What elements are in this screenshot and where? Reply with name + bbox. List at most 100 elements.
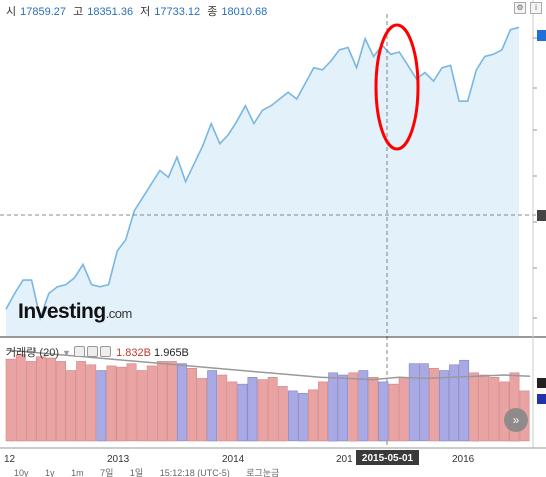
volume-bar (318, 381, 328, 442)
open-label: 시 (6, 6, 17, 18)
volume-bar (116, 366, 127, 442)
volume-value-1: 1.832B (116, 347, 151, 359)
eye-icon[interactable] (74, 346, 86, 357)
price-line (5, 26, 520, 321)
x-tick-label: 12 (4, 454, 16, 465)
volume-bar (197, 378, 208, 442)
volume-bar (378, 381, 389, 442)
volume-bar (217, 374, 228, 442)
investing-logo: Investing.com (18, 300, 132, 324)
volume-bar (398, 377, 409, 442)
low-label: 저 (140, 6, 151, 18)
ohlc-readout: 시 17859.27 고 18351.36 저 17733.12 종 18010.68 (6, 3, 271, 19)
tf-7d[interactable]: 7일 (100, 468, 114, 477)
clock-readout: 15:12:18 (UTC-5) (159, 468, 230, 477)
volume-bar (449, 364, 459, 442)
log-scale-toggle[interactable]: 로그눈금 (246, 468, 280, 477)
price-pane (0, 14, 540, 448)
volume-bar (177, 363, 187, 442)
volume-label: 거래량 (20) (6, 347, 59, 359)
tf-1y[interactable]: 1y (45, 468, 55, 477)
volume-bar (287, 390, 298, 442)
dropdown-icon[interactable]: ▼ (62, 348, 71, 358)
low-value: 17733.12 (154, 6, 201, 18)
volume-bar (15, 354, 26, 442)
volume-bar (187, 367, 197, 442)
x-tick-label: 2014 (222, 454, 245, 465)
axes: 12 2013 2014 201 2016 2015-05-01 (0, 0, 546, 465)
volume-average-line (5, 349, 531, 381)
crosshair-date-badge (356, 450, 419, 465)
volume-value-2: 1.965B (154, 347, 189, 359)
close-value: 18010.68 (221, 6, 268, 18)
volume-bar (136, 370, 147, 442)
chart-info-icon[interactable]: i (530, 2, 542, 14)
volume-bar (86, 364, 97, 442)
x-tick-label: 2013 (107, 454, 130, 465)
volume-bar (277, 386, 288, 442)
volume-bar (156, 361, 167, 442)
crosshair-date-label: 2015-05-01 (362, 453, 414, 464)
crosshair-price-marker (537, 210, 546, 221)
volume-bar (408, 363, 419, 442)
price-area (6, 27, 519, 337)
volume-bar (489, 377, 500, 442)
volume-legend: 거래량 (20) ▼ 1.832B 1.965B (6, 344, 189, 360)
volume-bar (96, 370, 107, 442)
high-label: 고 (73, 6, 84, 18)
volume-bar (459, 359, 470, 442)
volume-bar (338, 374, 349, 442)
last-price-marker (537, 30, 546, 41)
tf-1m[interactable]: 1m (71, 468, 84, 477)
x-tick-label: 201 (336, 454, 353, 465)
volume-bar (76, 361, 87, 442)
volume-bar (348, 372, 359, 442)
close-icon[interactable] (100, 346, 112, 357)
volume-bar (428, 367, 439, 442)
high-value: 18351.36 (87, 6, 134, 18)
volume-bar (56, 361, 66, 442)
volume-bar (358, 370, 369, 442)
volume-bar (297, 392, 308, 442)
volume-bar (418, 363, 429, 442)
volume-bar (509, 372, 520, 442)
volume-bar (166, 361, 177, 442)
timeframe-toolbar: 10y 1y 1m 7일 1일 15:12:18 (UTC-5) 로그눈금 (0, 466, 546, 477)
volume-bar (207, 370, 218, 442)
logo-text: Investing (18, 300, 106, 323)
volume-bar (388, 383, 399, 442)
volume-bar (469, 372, 480, 442)
volume-bar (267, 377, 278, 442)
annotation-circle (374, 23, 420, 151)
settings-icon[interactable] (87, 346, 99, 357)
volume-bar (46, 357, 56, 442)
logo-suffix: .com (105, 306, 133, 321)
tf-10y[interactable]: 10y (14, 468, 29, 477)
volume-bar (25, 361, 36, 442)
volume-bar (126, 363, 137, 442)
volume-bar (247, 377, 258, 442)
volume-bar (237, 383, 248, 442)
open-value: 17859.27 (20, 6, 67, 18)
volume-marker-1 (537, 378, 546, 388)
scroll-right-button[interactable]: » (504, 408, 528, 432)
volume-bar (35, 356, 46, 442)
volume-marker-2 (537, 394, 546, 404)
x-tick-label: 2016 (452, 454, 475, 465)
chart-settings-icon[interactable]: ⚙ (514, 2, 526, 14)
volume-bar (308, 389, 318, 442)
volume-pane (5, 349, 531, 442)
volume-bar (368, 377, 379, 442)
close-label: 종 (207, 6, 218, 18)
volume-bar (328, 372, 339, 442)
volume-bar (257, 379, 268, 442)
volume-bar (146, 365, 157, 442)
volume-bar (5, 358, 16, 442)
volume-bar (106, 365, 117, 442)
volume-bar (66, 370, 77, 442)
volume-bar (479, 374, 490, 442)
volume-bar (227, 381, 238, 442)
volume-bar (439, 370, 449, 442)
tf-1d[interactable]: 1일 (129, 468, 144, 477)
